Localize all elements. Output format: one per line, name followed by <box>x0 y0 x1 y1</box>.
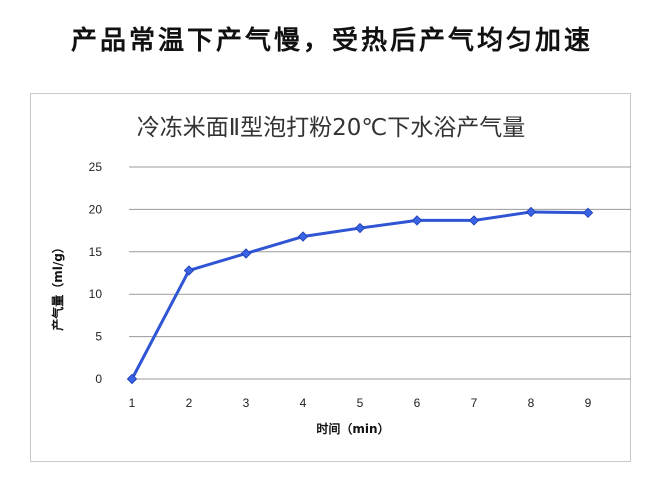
x-axis-label: 时间（min） <box>316 421 389 436</box>
data-point <box>468 215 480 226</box>
data-point <box>240 248 252 259</box>
data-point <box>126 373 138 385</box>
x-tick-label: 7 <box>471 396 478 410</box>
y-tick-label: 25 <box>89 160 103 174</box>
x-tick-label: 8 <box>528 396 535 410</box>
x-tick-label: 5 <box>357 396 364 410</box>
x-tick-label: 9 <box>585 396 592 410</box>
y-axis-label: 产气量（ml/g） <box>50 241 65 331</box>
x-tick-label: 2 <box>186 396 193 410</box>
y-tick-label: 10 <box>89 287 103 301</box>
x-tick-label: 6 <box>414 396 421 410</box>
x-tick-label: 1 <box>129 396 136 410</box>
data-point <box>183 265 195 276</box>
x-tick-label: 4 <box>300 396 307 410</box>
y-tick-label: 5 <box>95 330 102 344</box>
y-tick-label: 15 <box>89 245 103 259</box>
x-tick-label: 3 <box>243 396 250 410</box>
data-series <box>126 206 594 385</box>
data-point <box>354 222 366 234</box>
chart-title: 冷冻米面Ⅱ型泡打粉20℃下水浴产气量 <box>137 115 525 141</box>
data-point <box>525 206 537 218</box>
series-line <box>130 210 589 380</box>
y-axis-ticks: 0 5 10 15 20 25 <box>89 160 103 386</box>
page-headline: 产品常温下产气慢，受热后产气均匀加速 <box>70 26 593 56</box>
gridlines <box>129 166 631 380</box>
data-point <box>411 215 423 226</box>
y-tick-label: 20 <box>89 202 103 216</box>
data-point <box>582 207 594 218</box>
data-point <box>297 231 309 242</box>
x-axis-ticks: 1 2 3 4 5 6 7 8 9 <box>129 396 592 410</box>
y-tick-label: 0 <box>95 372 102 386</box>
